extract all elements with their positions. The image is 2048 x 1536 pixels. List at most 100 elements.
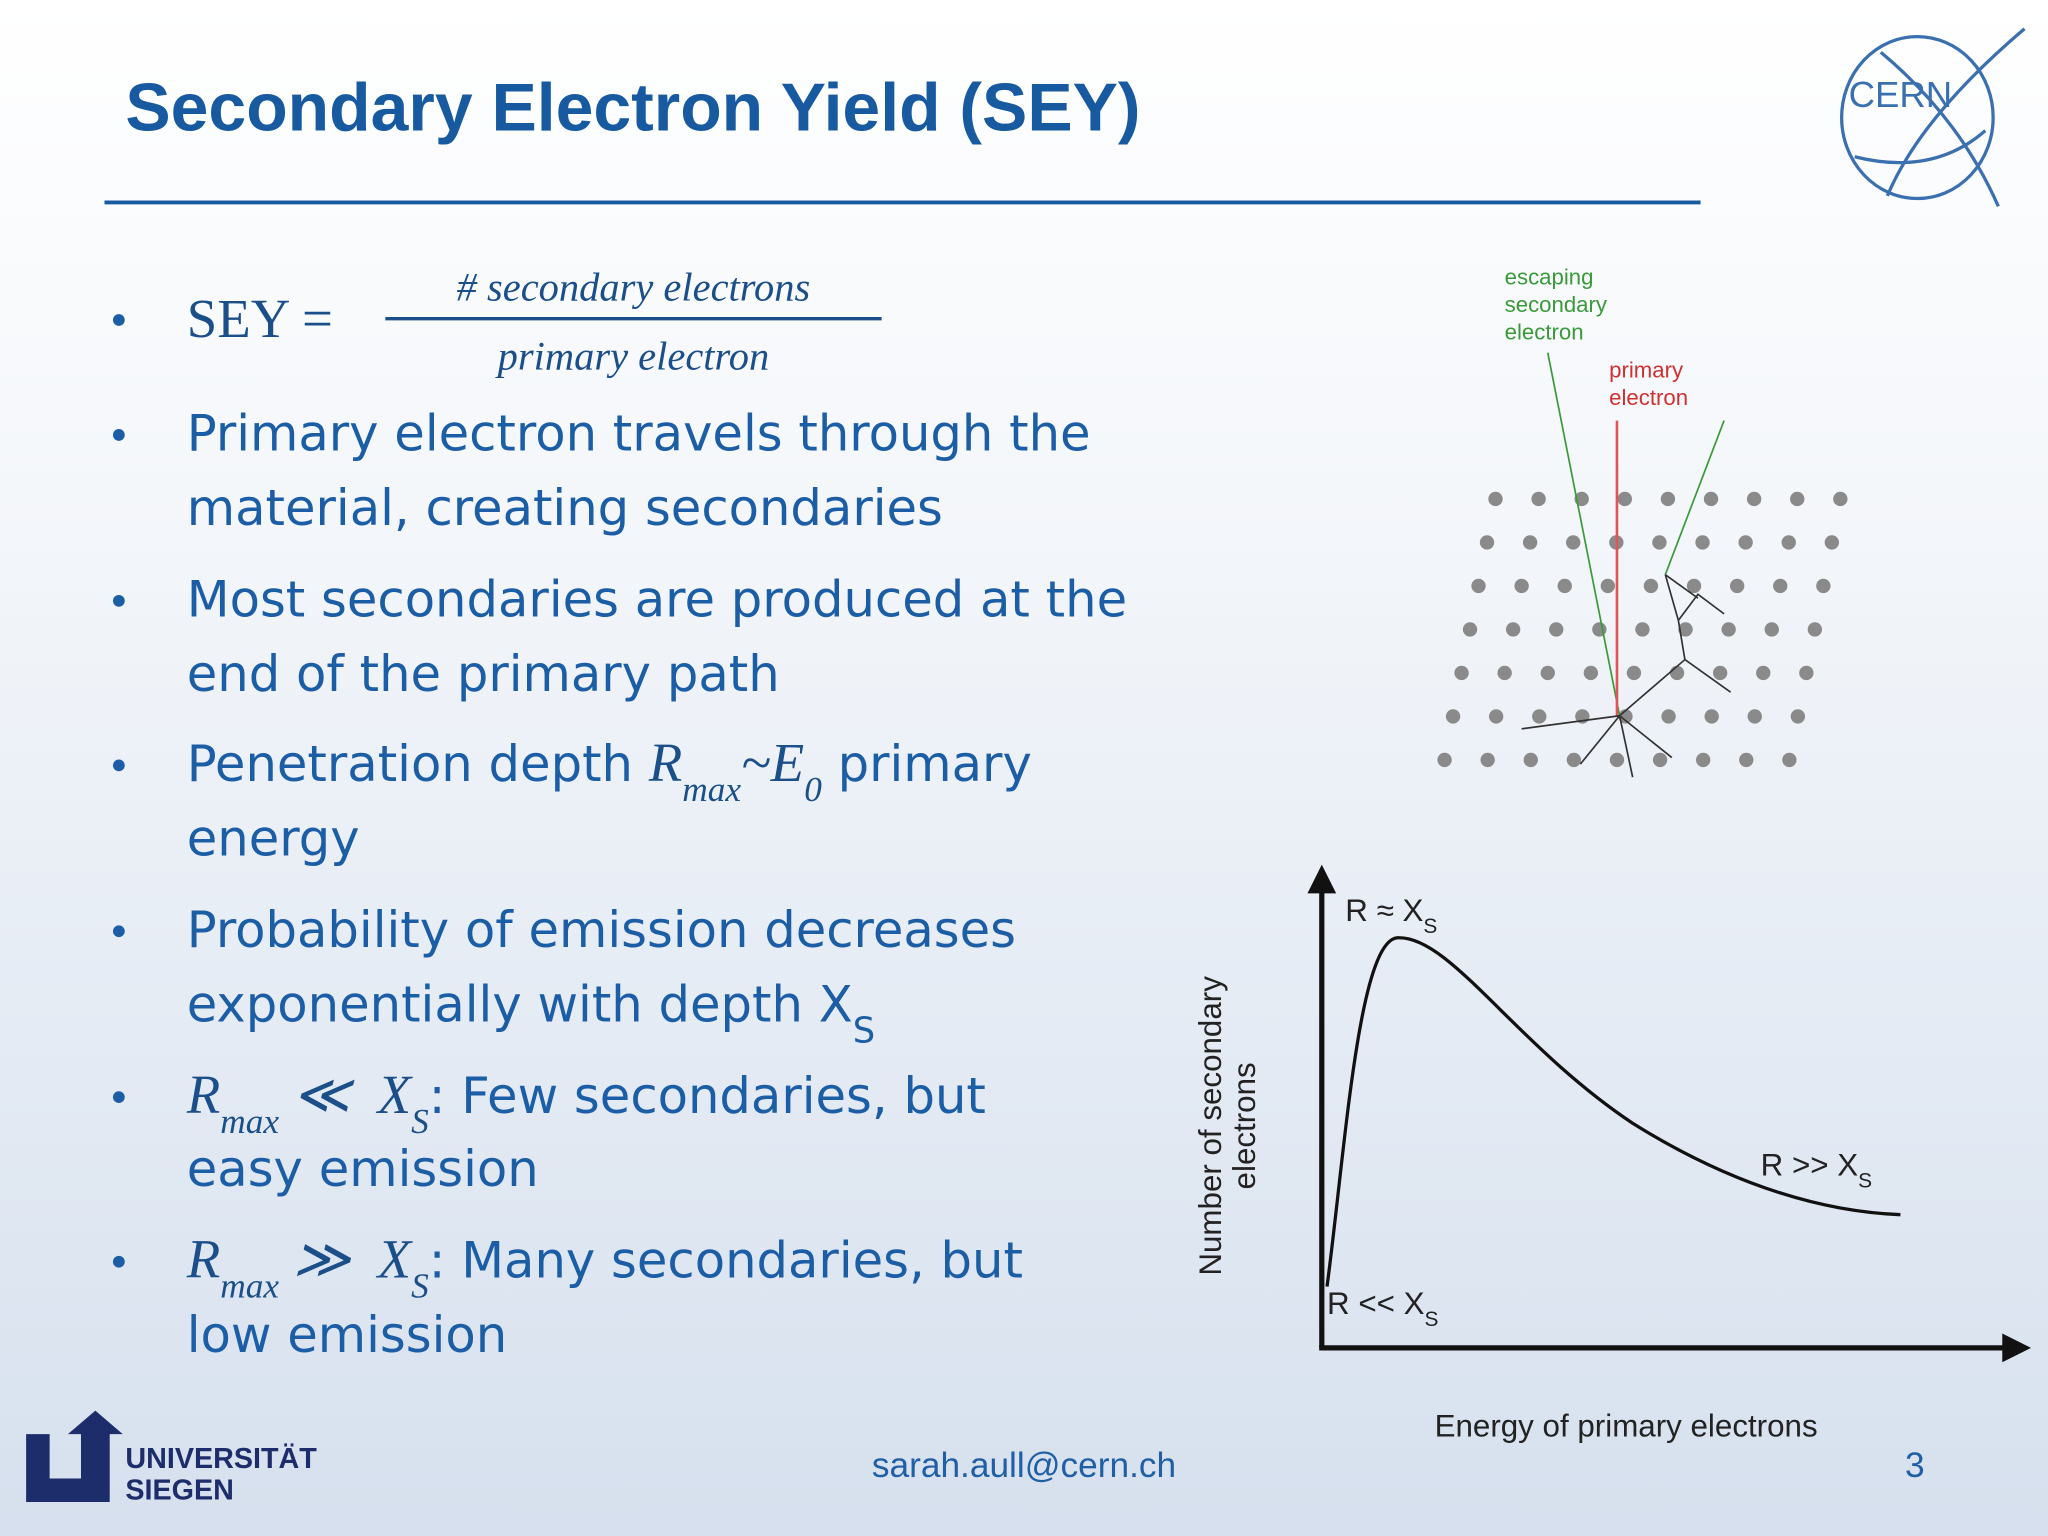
lattice-atom: [1782, 752, 1797, 768]
diagram-label: electron: [1505, 320, 1584, 345]
lattice-atom: [1746, 491, 1762, 507]
lattice-atom: [1712, 665, 1728, 681]
lattice-atom: [1643, 578, 1659, 594]
cern-logo: CERN: [1840, 27, 2026, 208]
lattice-atom: [1686, 578, 1702, 594]
lattice-atom: [1703, 491, 1719, 507]
lattice-atom: [1678, 622, 1693, 637]
lattice-atom: [1609, 752, 1625, 768]
bullet-line: end of the primary path: [187, 645, 780, 703]
lattice-atom: [1661, 709, 1676, 724]
slide-title: Secondary Electron Yield (SEY): [125, 71, 1140, 146]
lattice-atom: [1445, 709, 1461, 724]
lattice-atom: [1807, 622, 1823, 637]
bullet-line: Rmax ≪ XS: Few secondaries, but: [186, 1064, 986, 1141]
graph-annotation: R >> XS: [1761, 1148, 1872, 1193]
lattice-atom: [1626, 665, 1642, 681]
lattice-atom: [1781, 535, 1796, 550]
lattice-atom: [1557, 578, 1572, 594]
lattice-atom: [1799, 665, 1814, 681]
text-run: ~E: [741, 732, 804, 793]
lattice-atom: [1549, 622, 1564, 637]
lattice-atom: [1522, 535, 1538, 550]
text-run: R ≈ X: [1345, 893, 1423, 928]
lattice-atom: [1566, 752, 1582, 768]
text-run: 0: [804, 770, 822, 809]
graph-axes: [1307, 864, 2032, 1363]
bullet-markers: [112, 314, 125, 1268]
lattice-atom: [1462, 622, 1478, 637]
graph-annotation: R ≈ XS: [1345, 893, 1437, 938]
lattice-atom: [1652, 752, 1668, 768]
lattice-atom: [1764, 622, 1779, 637]
bullet-line: easy emission: [187, 1140, 539, 1198]
y-label-line: electrons: [1227, 1062, 1262, 1189]
text-run: R: [186, 1064, 221, 1125]
lattice-atom: [1600, 578, 1616, 594]
lattice-atom: [1773, 578, 1788, 594]
bullet-line: low emission: [187, 1306, 507, 1364]
lattice-atom: [1480, 752, 1495, 768]
lattice-atom: [1695, 535, 1710, 550]
bullet-line: exponentially with depth XS: [187, 975, 875, 1050]
footer-email: sarah.aull@cern.ch: [872, 1446, 1176, 1485]
lattice-atom: [1532, 709, 1547, 724]
lattice-atom: [1747, 709, 1762, 724]
text-run: ≫: [279, 1228, 378, 1289]
lattice-atom: [1738, 535, 1753, 550]
text-run: R: [186, 1228, 221, 1289]
lattice-atom: [1721, 622, 1736, 637]
lattice-atom: [1471, 578, 1486, 594]
lattice-atom: [1437, 752, 1452, 768]
text-run: S: [411, 1266, 429, 1305]
text-run: max: [220, 1266, 279, 1305]
diagram-label: primary: [1609, 357, 1684, 382]
text-run: S: [411, 1101, 429, 1140]
y-label-line: Number of secondary: [1193, 976, 1228, 1276]
university-name: SIEGEN: [125, 1474, 234, 1506]
lattice-atom: [1824, 535, 1840, 550]
diagram-label: escaping: [1505, 265, 1594, 290]
text-run: S: [1425, 1307, 1439, 1330]
text-run: S: [1858, 1169, 1872, 1192]
diagram-label: secondary: [1505, 292, 1608, 317]
university-name: UNIVERSITÄT: [125, 1442, 317, 1475]
lattice-atom: [1540, 665, 1555, 681]
text-run: ≪: [279, 1064, 378, 1125]
lattice-atom: [1523, 752, 1538, 768]
lattice-atom: [1790, 709, 1806, 724]
lattice-atom: [1531, 491, 1546, 507]
text-run: primary: [822, 735, 1032, 793]
text-run: S: [853, 1010, 875, 1051]
text-run: S: [1423, 914, 1437, 937]
lattice-atom: [1660, 491, 1676, 507]
lattice-atom: [1514, 578, 1529, 594]
text-run: : Many secondaries, but: [429, 1231, 1023, 1289]
lattice-atom: [1833, 491, 1848, 507]
lattice-atom: [1756, 665, 1771, 681]
lattice-atom: [1696, 752, 1711, 768]
text-run: max: [220, 1101, 279, 1140]
text-run: X: [376, 1228, 414, 1289]
lattice-atom: [1652, 535, 1667, 550]
bullet-line: Probability of emission decreases: [187, 901, 1016, 959]
y-axis-label: Number of secondary electrons: [1193, 976, 1262, 1276]
curve: [1325, 936, 1901, 1287]
bullet-line: Primary electron travels through the: [187, 405, 1091, 463]
text-run: X: [376, 1064, 414, 1125]
lattice-atom: [1488, 709, 1504, 724]
bullet-line: Rmax ≫ XS: Many secondaries, but: [186, 1228, 1023, 1305]
lattice-atom: [1739, 752, 1754, 768]
text-run: R: [648, 732, 683, 793]
lattice-atom: [1729, 578, 1745, 594]
lattice-atom: [1704, 709, 1719, 724]
lattice-atom: [1790, 491, 1805, 507]
lattice-atom: [1566, 535, 1581, 550]
lattice-atom: [1635, 622, 1650, 637]
lattice-atom: [1479, 535, 1495, 550]
tracks: [1521, 352, 1732, 778]
bullet-line: material, creating secondaries: [187, 479, 943, 537]
lattice-atom: [1816, 578, 1831, 594]
